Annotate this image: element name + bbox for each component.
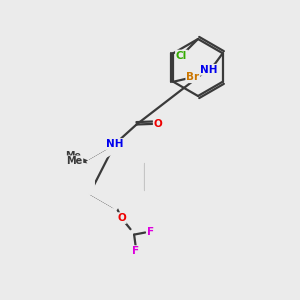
- Text: Me: Me: [66, 156, 82, 166]
- Text: O: O: [117, 213, 126, 223]
- Text: Cl: Cl: [176, 50, 187, 61]
- Text: Br: Br: [186, 72, 200, 82]
- Text: NH: NH: [106, 139, 124, 149]
- Text: F: F: [132, 246, 139, 256]
- Text: F: F: [147, 226, 154, 237]
- Text: NH: NH: [200, 65, 218, 75]
- Text: O: O: [154, 119, 163, 129]
- Text: Me: Me: [65, 151, 81, 160]
